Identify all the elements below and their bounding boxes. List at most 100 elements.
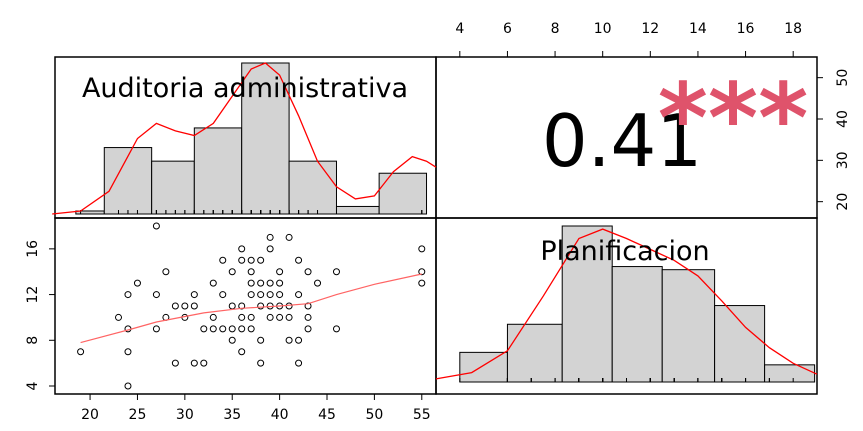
hist-planificacion-bar (661, 269, 716, 383)
scatter-point (266, 233, 274, 241)
scatter-point (200, 325, 208, 333)
scatter-point (219, 291, 227, 299)
panel-bottom-left (54, 217, 437, 395)
scatter-point (171, 302, 179, 310)
scatter-point (304, 302, 312, 310)
scatter-point (295, 291, 303, 299)
tick-label-right: 20 (835, 193, 851, 211)
scatter-point (238, 256, 246, 264)
scatter-point (77, 348, 85, 356)
tick-label-bottom: 45 (318, 407, 336, 423)
scatter-point (152, 325, 160, 333)
hist-planificacion-bar (764, 364, 816, 383)
scatter-point (257, 359, 265, 367)
scatter-point (418, 279, 426, 287)
scatter-point (257, 279, 265, 287)
scatter-point (314, 279, 322, 287)
hist-planificacion-bar (611, 266, 663, 383)
scatter-point (228, 325, 236, 333)
scatter-point (238, 348, 246, 356)
scatter-panel (77, 222, 426, 390)
hist-auditoria-bar (378, 172, 428, 215)
tick-label-bottom: 55 (413, 407, 431, 423)
scatter-point (238, 245, 246, 253)
scatter-point (219, 256, 227, 264)
scatter-point (257, 291, 265, 299)
scatter-point (209, 279, 217, 287)
scatter-point (276, 313, 284, 321)
diag-label-planificacion: Planificacion (540, 236, 709, 267)
tick-label-left: 16 (25, 240, 41, 258)
scatter-point (332, 325, 340, 333)
hist-planificacion-bar (459, 351, 508, 383)
tick-label-left: 8 (25, 336, 41, 345)
scatter-point (124, 291, 132, 299)
tick-label-top: 6 (503, 21, 512, 37)
tick-label-bottom: 35 (223, 407, 241, 423)
scatter-point (238, 313, 246, 321)
scatter-point (304, 268, 312, 276)
scatter-point (418, 268, 426, 276)
tick-label-bottom: 25 (129, 407, 147, 423)
scatter-point (124, 382, 132, 390)
scatter-point (228, 268, 236, 276)
scatter-point (133, 279, 141, 287)
scatter-point (190, 302, 198, 310)
scatter-point (152, 291, 160, 299)
scatter-point (257, 302, 265, 310)
scatter-point (257, 256, 265, 264)
scatter-point (181, 302, 189, 310)
histogram-auditoria (52, 62, 437, 215)
density-curve-planificacion (435, 228, 818, 380)
scatter-point (266, 245, 274, 253)
tick-label-right: 50 (835, 69, 851, 87)
hist-auditoria-bar (288, 160, 337, 215)
smooth-line (80, 273, 422, 344)
histogram-planificacion (435, 225, 818, 383)
hist-auditoria-bar (103, 147, 153, 215)
scatter-point (228, 336, 236, 344)
scatter-point (124, 348, 132, 356)
scatter-point (304, 313, 312, 321)
scatter-point (266, 291, 274, 299)
density-curve-auditoria (52, 62, 437, 215)
scatter-point (247, 313, 255, 321)
scatter-point (228, 302, 236, 310)
correlation-value: 0.41 (542, 99, 702, 183)
hist-auditoria-bar (335, 205, 380, 215)
scatter-point (295, 256, 303, 264)
tick-label-bottom: 30 (176, 407, 194, 423)
hist-planificacion-bar (506, 323, 563, 383)
diag-label-auditoria: Auditoria administrativa (82, 73, 408, 104)
panel-bottom-right (435, 217, 818, 395)
tick-label-bottom: 40 (271, 407, 289, 423)
hist-auditoria-bar (193, 127, 243, 215)
scatter-point (162, 268, 170, 276)
scatter-point (171, 359, 179, 367)
scatter-point (190, 291, 198, 299)
tick-label-top: 18 (784, 21, 802, 37)
scatter-point (276, 291, 284, 299)
tick-label-left: 12 (25, 286, 41, 304)
scatter-point (418, 245, 426, 253)
scatter-point (276, 279, 284, 287)
tick-label-top: 8 (551, 21, 560, 37)
scatter-point (152, 222, 160, 230)
scatter-point (209, 325, 217, 333)
tick-label-right: 30 (835, 151, 851, 169)
scatter-point (209, 313, 217, 321)
scatter-point (295, 336, 303, 344)
scatter-point (285, 313, 293, 321)
scatter-point (190, 359, 198, 367)
scatter-point (295, 359, 303, 367)
tick-label-top: 14 (689, 21, 707, 37)
scatter-point (115, 313, 122, 321)
hist-auditoria-bar (241, 62, 290, 215)
scatter-point (247, 268, 255, 276)
tick-label-top: 16 (737, 21, 755, 37)
scatter-point (266, 313, 274, 321)
significance-stars: *** (658, 63, 809, 175)
scatter-point (276, 268, 284, 276)
